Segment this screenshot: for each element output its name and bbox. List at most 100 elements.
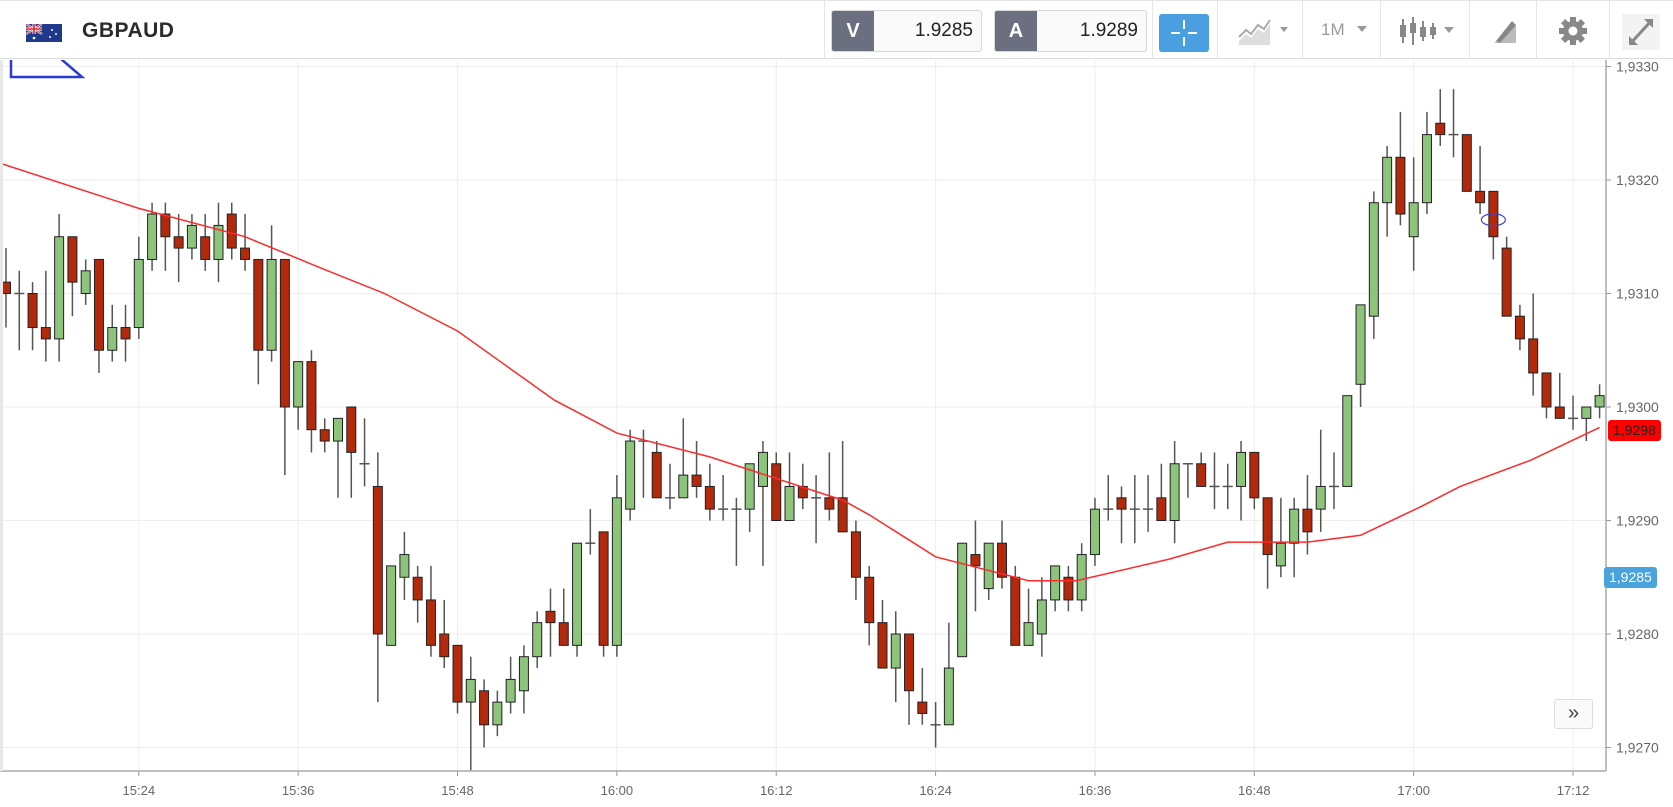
candle[interactable] (1143, 475, 1154, 532)
candle[interactable] (1581, 406, 1592, 442)
candle[interactable] (691, 441, 702, 498)
candle[interactable] (1196, 452, 1207, 487)
candle[interactable] (1063, 565, 1074, 612)
candle[interactable] (465, 656, 476, 771)
candle[interactable] (957, 542, 968, 658)
candle[interactable] (917, 668, 928, 725)
candle[interactable] (93, 258, 104, 373)
candle[interactable] (824, 452, 835, 521)
candle[interactable] (651, 441, 662, 499)
candle[interactable] (1209, 452, 1220, 510)
candle[interactable] (160, 202, 171, 271)
candle[interactable] (784, 452, 795, 522)
candle[interactable] (757, 441, 768, 566)
candle[interactable] (598, 531, 609, 657)
candle[interactable] (399, 531, 410, 600)
candle[interactable] (904, 633, 915, 725)
candle[interactable] (1302, 475, 1313, 555)
candle[interactable] (930, 702, 941, 748)
candle[interactable] (890, 611, 901, 703)
candle[interactable] (40, 270, 51, 362)
candle[interactable] (253, 258, 264, 385)
candle[interactable] (67, 236, 78, 317)
candle[interactable] (27, 282, 38, 351)
candle[interactable] (1514, 304, 1525, 351)
candlestick-chart[interactable]: 1,9330 1,9320 1,9310 1,9300 1,9290 1,9280 1,92… (0, 60, 1673, 807)
candle[interactable] (1289, 497, 1300, 578)
candle[interactable] (319, 418, 330, 453)
candle[interactable] (1169, 441, 1180, 544)
candle[interactable] (1050, 565, 1061, 612)
candle[interactable] (850, 520, 861, 600)
candle[interactable] (492, 690, 503, 737)
candle[interactable] (997, 520, 1007, 589)
candle[interactable] (1395, 111, 1406, 226)
candle[interactable] (120, 304, 131, 362)
fullscreen-button[interactable] (1622, 14, 1660, 50)
candle[interactable] (811, 475, 822, 544)
candle[interactable] (1182, 463, 1193, 498)
candle[interactable] (718, 475, 729, 521)
candle[interactable] (970, 520, 981, 612)
candle[interactable] (1421, 111, 1432, 215)
candle[interactable] (1501, 236, 1512, 317)
candle[interactable] (1408, 157, 1419, 271)
candle[interactable] (452, 644, 463, 714)
candle[interactable] (1461, 134, 1472, 192)
candle[interactable] (412, 565, 423, 623)
candle[interactable] (665, 463, 675, 510)
candle[interactable] (1129, 475, 1140, 544)
candle[interactable] (1329, 452, 1339, 510)
candle[interactable] (1275, 497, 1286, 578)
candle[interactable] (864, 565, 875, 646)
candle[interactable] (1076, 543, 1087, 612)
candle[interactable] (1541, 372, 1552, 419)
candle[interactable] (837, 441, 848, 533)
candle[interactable] (226, 202, 237, 260)
candle[interactable] (133, 236, 144, 339)
candle[interactable] (505, 656, 516, 714)
drawn-triangle-annotation[interactable] (9, 60, 86, 79)
candle[interactable] (293, 361, 304, 430)
chart-type-button[interactable] (1236, 15, 1294, 47)
candle[interactable] (877, 599, 888, 669)
crosshair-button[interactable] (1159, 14, 1209, 52)
candle[interactable] (1249, 451, 1260, 510)
candle[interactable] (479, 679, 490, 748)
buy-price-button[interactable]: A 1.9289 (994, 10, 1147, 52)
candle[interactable] (14, 270, 25, 351)
candle[interactable] (545, 588, 556, 657)
candle[interactable] (107, 304, 118, 362)
candle[interactable] (240, 214, 251, 271)
scroll-to-latest-button[interactable]: » (1554, 699, 1593, 729)
drawing-tools-button[interactable] (1490, 15, 1520, 47)
candle[interactable] (1382, 145, 1393, 237)
candle[interactable] (1568, 395, 1579, 430)
candle[interactable] (1222, 463, 1233, 510)
candle[interactable] (1315, 429, 1326, 532)
candle[interactable] (1475, 145, 1486, 215)
candle[interactable] (279, 258, 290, 476)
candle[interactable] (1554, 372, 1565, 419)
candle[interactable] (611, 475, 622, 657)
candle[interactable] (704, 463, 715, 521)
candle[interactable] (518, 645, 529, 714)
candle[interactable] (731, 497, 742, 566)
candle[interactable] (1355, 304, 1366, 407)
candle[interactable] (1368, 191, 1379, 339)
candle[interactable] (1116, 486, 1127, 544)
candle[interactable] (983, 542, 994, 600)
candle[interactable] (625, 429, 636, 521)
candle[interactable] (532, 611, 543, 669)
candle[interactable] (213, 202, 224, 283)
candle[interactable] (1435, 89, 1446, 146)
candle[interactable] (425, 565, 436, 657)
candle[interactable] (173, 214, 184, 283)
candle[interactable] (678, 418, 689, 499)
candle[interactable] (306, 350, 317, 453)
candle[interactable] (1023, 588, 1034, 646)
candle[interactable] (1594, 384, 1605, 419)
candle[interactable] (147, 202, 158, 271)
candle[interactable] (372, 452, 383, 703)
candle[interactable] (1262, 497, 1273, 589)
